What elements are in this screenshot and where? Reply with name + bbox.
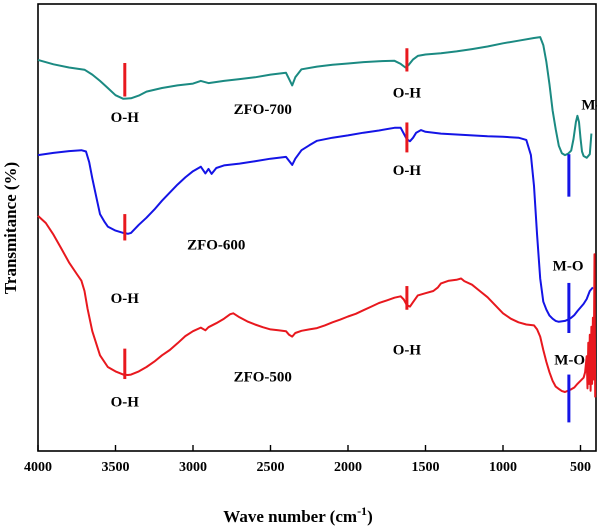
x-axis-ticks: 4000 3500 3000 2500 2000 1500 1000 500 bbox=[24, 445, 591, 475]
annotation-label: ZFO-600 bbox=[187, 237, 245, 253]
x-axis-title-close: ) bbox=[367, 507, 373, 526]
x-axis-title-sup: -1 bbox=[357, 504, 367, 518]
annotation-label: O-H bbox=[393, 342, 422, 358]
annotation-label: O-H bbox=[111, 291, 140, 307]
annotation-label: M-O bbox=[554, 353, 585, 369]
x-tick-label: 500 bbox=[570, 460, 591, 475]
series-layer bbox=[37, 36, 597, 398]
annotation-layer: O-H ZFO-700 O-H M-O O-H ZFO-600 O-H M-O O-H ZFO-5… bbox=[111, 48, 597, 423]
x-tick-label: 1000 bbox=[489, 460, 517, 475]
annotation-label: O-H bbox=[111, 395, 140, 411]
x-tick-label: 1500 bbox=[412, 460, 440, 475]
x-tick-label: 2500 bbox=[257, 460, 285, 475]
annotation-label: O-H bbox=[393, 163, 422, 179]
series-line-zfo-600 bbox=[37, 126, 594, 323]
x-tick-label: 4000 bbox=[24, 460, 52, 475]
y-axis-title: Transmitance (%) bbox=[1, 162, 20, 294]
x-tick-label: 2000 bbox=[334, 460, 362, 475]
annotation-label: ZFO-700 bbox=[234, 102, 292, 118]
annotation-label: O-H bbox=[393, 85, 422, 101]
annotation-label: ZFO-500 bbox=[234, 369, 292, 385]
x-axis-title: Wave number (cm-1) bbox=[223, 504, 372, 526]
annotation-label: M-O bbox=[553, 258, 584, 274]
plot-frame bbox=[37, 3, 597, 452]
annotation-label: M-O bbox=[581, 97, 597, 113]
annotation-label: O-H bbox=[111, 110, 140, 126]
x-tick-label: 3500 bbox=[102, 460, 130, 475]
series-line-zfo-700 bbox=[37, 36, 593, 159]
x-axis-title-main: Wave number (cm bbox=[223, 507, 357, 526]
x-tick-label: 3000 bbox=[179, 460, 207, 475]
